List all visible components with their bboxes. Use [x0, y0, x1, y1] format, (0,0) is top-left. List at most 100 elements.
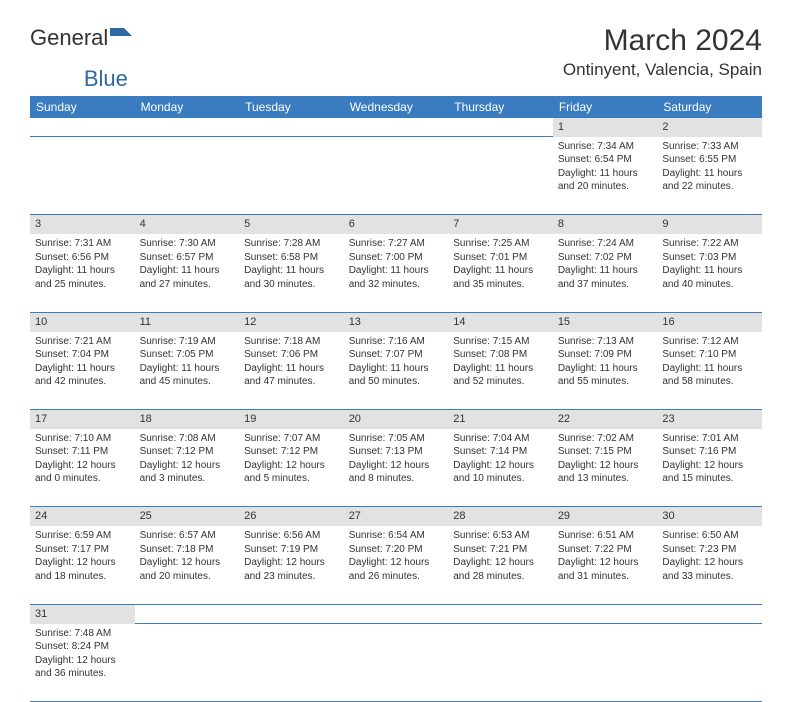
day-cell: [239, 137, 344, 215]
day-number-cell: 3: [30, 215, 135, 234]
sunrise-text: Sunrise: 7:08 AM: [140, 432, 235, 446]
day-cell: [553, 624, 658, 702]
daylight-text: and 42 minutes.: [35, 375, 130, 389]
day-cell: Sunrise: 7:30 AMSunset: 6:57 PMDaylight:…: [135, 234, 240, 312]
weekday-header: Tuesday: [239, 96, 344, 118]
day-cell: Sunrise: 7:13 AMSunset: 7:09 PMDaylight:…: [553, 332, 658, 410]
sunset-text: Sunset: 7:13 PM: [349, 445, 444, 459]
day-cell: Sunrise: 6:57 AMSunset: 7:18 PMDaylight:…: [135, 526, 240, 604]
day-cell: Sunrise: 7:28 AMSunset: 6:58 PMDaylight:…: [239, 234, 344, 312]
daylight-text: Daylight: 11 hours: [349, 264, 444, 278]
sunrise-text: Sunrise: 7:05 AM: [349, 432, 444, 446]
sunrise-text: Sunrise: 7:25 AM: [453, 237, 548, 251]
daylight-text: and 32 minutes.: [349, 278, 444, 292]
sunset-text: Sunset: 6:55 PM: [662, 153, 757, 167]
day-cell: Sunrise: 6:59 AMSunset: 7:17 PMDaylight:…: [30, 526, 135, 604]
sunset-text: Sunset: 7:19 PM: [244, 543, 339, 557]
sunset-text: Sunset: 7:09 PM: [558, 348, 653, 362]
day-number-cell: 29: [553, 507, 658, 526]
day-details: Sunrise: 7:33 AMSunset: 6:55 PMDaylight:…: [662, 140, 757, 194]
day-details: Sunrise: 6:59 AMSunset: 7:17 PMDaylight:…: [35, 529, 130, 583]
day-number-cell: 7: [448, 215, 553, 234]
sunset-text: Sunset: 7:12 PM: [140, 445, 235, 459]
day-details: Sunrise: 6:56 AMSunset: 7:19 PMDaylight:…: [244, 529, 339, 583]
sunrise-text: Sunrise: 7:24 AM: [558, 237, 653, 251]
day-number-cell: 23: [657, 410, 762, 429]
daylight-text: and 47 minutes.: [244, 375, 339, 389]
sunrise-text: Sunrise: 7:13 AM: [558, 335, 653, 349]
daynum-row: 3456789: [30, 215, 762, 234]
sunrise-text: Sunrise: 7:04 AM: [453, 432, 548, 446]
sunrise-text: Sunrise: 7:07 AM: [244, 432, 339, 446]
calendar-head: Sunday Monday Tuesday Wednesday Thursday…: [30, 96, 762, 118]
daylight-text: Daylight: 11 hours: [662, 264, 757, 278]
daylight-text: Daylight: 11 hours: [35, 362, 130, 376]
day-details: Sunrise: 7:07 AMSunset: 7:12 PMDaylight:…: [244, 432, 339, 486]
day-number-cell: 28: [448, 507, 553, 526]
day-details: Sunrise: 7:01 AMSunset: 7:16 PMDaylight:…: [662, 432, 757, 486]
day-details: Sunrise: 7:48 AMSunset: 8:24 PMDaylight:…: [35, 627, 130, 681]
brand-part1: General: [30, 25, 108, 51]
day-details: Sunrise: 7:08 AMSunset: 7:12 PMDaylight:…: [140, 432, 235, 486]
day-cell: Sunrise: 7:05 AMSunset: 7:13 PMDaylight:…: [344, 429, 449, 507]
day-cell: [135, 624, 240, 702]
day-cell: Sunrise: 7:48 AMSunset: 8:24 PMDaylight:…: [30, 624, 135, 702]
weekday-header: Monday: [135, 96, 240, 118]
sunset-text: Sunset: 7:23 PM: [662, 543, 757, 557]
day-details: Sunrise: 7:04 AMSunset: 7:14 PMDaylight:…: [453, 432, 548, 486]
sunrise-text: Sunrise: 7:34 AM: [558, 140, 653, 154]
daylight-text: and 50 minutes.: [349, 375, 444, 389]
day-number-cell: 6: [344, 215, 449, 234]
daylight-text: and 3 minutes.: [140, 472, 235, 486]
daylight-text: Daylight: 11 hours: [558, 167, 653, 181]
daylight-text: Daylight: 11 hours: [140, 264, 235, 278]
day-cell: Sunrise: 7:31 AMSunset: 6:56 PMDaylight:…: [30, 234, 135, 312]
day-cell: [448, 137, 553, 215]
daylight-text: Daylight: 11 hours: [244, 264, 339, 278]
daylight-text: and 13 minutes.: [558, 472, 653, 486]
sunset-text: Sunset: 7:18 PM: [140, 543, 235, 557]
sunset-text: Sunset: 7:20 PM: [349, 543, 444, 557]
sunrise-text: Sunrise: 6:53 AM: [453, 529, 548, 543]
daylight-text: Daylight: 12 hours: [453, 556, 548, 570]
sunrise-text: Sunrise: 6:54 AM: [349, 529, 444, 543]
day-content-row: Sunrise: 6:59 AMSunset: 7:17 PMDaylight:…: [30, 526, 762, 604]
sunrise-text: Sunrise: 7:18 AM: [244, 335, 339, 349]
day-number-cell: 4: [135, 215, 240, 234]
daylight-text: and 37 minutes.: [558, 278, 653, 292]
day-number-cell: [135, 604, 240, 623]
sunrise-text: Sunrise: 7:31 AM: [35, 237, 130, 251]
day-details: Sunrise: 7:31 AMSunset: 6:56 PMDaylight:…: [35, 237, 130, 291]
day-cell: Sunrise: 7:21 AMSunset: 7:04 PMDaylight:…: [30, 332, 135, 410]
daylight-text: Daylight: 12 hours: [662, 556, 757, 570]
weekday-header: Sunday: [30, 96, 135, 118]
day-details: Sunrise: 7:30 AMSunset: 6:57 PMDaylight:…: [140, 237, 235, 291]
sunset-text: Sunset: 7:11 PM: [35, 445, 130, 459]
month-title: March 2024: [563, 24, 762, 58]
day-number-cell: 5: [239, 215, 344, 234]
daylight-text: and 22 minutes.: [662, 180, 757, 194]
daylight-text: Daylight: 12 hours: [453, 459, 548, 473]
day-details: Sunrise: 7:12 AMSunset: 7:10 PMDaylight:…: [662, 335, 757, 389]
day-number-cell: 25: [135, 507, 240, 526]
daylight-text: and 45 minutes.: [140, 375, 235, 389]
day-cell: Sunrise: 6:53 AMSunset: 7:21 PMDaylight:…: [448, 526, 553, 604]
day-content-row: Sunrise: 7:21 AMSunset: 7:04 PMDaylight:…: [30, 332, 762, 410]
day-cell: [135, 137, 240, 215]
day-cell: Sunrise: 6:50 AMSunset: 7:23 PMDaylight:…: [657, 526, 762, 604]
sunrise-text: Sunrise: 7:19 AM: [140, 335, 235, 349]
sunset-text: Sunset: 7:15 PM: [558, 445, 653, 459]
daylight-text: Daylight: 11 hours: [558, 362, 653, 376]
daylight-text: and 55 minutes.: [558, 375, 653, 389]
day-number-cell: 16: [657, 312, 762, 331]
daylight-text: and 52 minutes.: [453, 375, 548, 389]
daynum-row: 12: [30, 118, 762, 137]
sunrise-text: Sunrise: 6:51 AM: [558, 529, 653, 543]
day-number-cell: 9: [657, 215, 762, 234]
sunset-text: Sunset: 7:16 PM: [662, 445, 757, 459]
day-number-cell: 14: [448, 312, 553, 331]
sunset-text: Sunset: 6:57 PM: [140, 251, 235, 265]
weekday-header: Friday: [553, 96, 658, 118]
weekday-header: Saturday: [657, 96, 762, 118]
day-number-cell: [239, 118, 344, 137]
